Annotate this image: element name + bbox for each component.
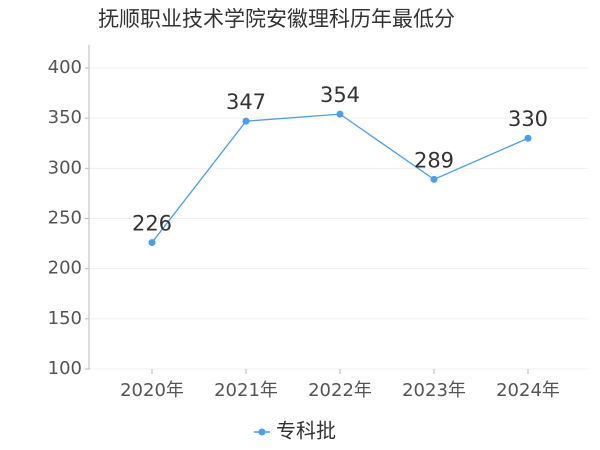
x-tick-label: 2024年 (496, 380, 560, 401)
y-tick-label: 250 (48, 208, 82, 229)
x-tick-label: 2022年 (308, 380, 372, 401)
point (242, 117, 250, 125)
y-tick-label: 150 (48, 308, 82, 329)
point (148, 239, 156, 247)
data-label: 226 (132, 212, 172, 236)
x-tick-label: 2020年 (120, 380, 184, 401)
x-tick-label: 2021年 (214, 380, 278, 401)
data-label: 347 (226, 90, 266, 114)
y-tick-label: 100 (48, 358, 82, 379)
legend-label: 专科批 (276, 419, 336, 443)
data-label: 289 (414, 148, 454, 172)
y-tick-label: 200 (48, 258, 82, 279)
line (151, 113, 529, 243)
point (524, 134, 532, 142)
point (430, 175, 438, 183)
x-tick-label: 2023年 (402, 380, 466, 401)
data-label: 330 (508, 107, 548, 131)
point (336, 110, 344, 118)
data-label: 354 (320, 83, 360, 107)
chart-title: 抚顺职业技术学院安徽理科历年最低分 (98, 7, 455, 31)
y-tick-label: 350 (48, 107, 82, 128)
y-tick-label: 300 (48, 157, 82, 178)
legend-marker (258, 428, 266, 436)
y-tick-label: 400 (48, 57, 82, 78)
